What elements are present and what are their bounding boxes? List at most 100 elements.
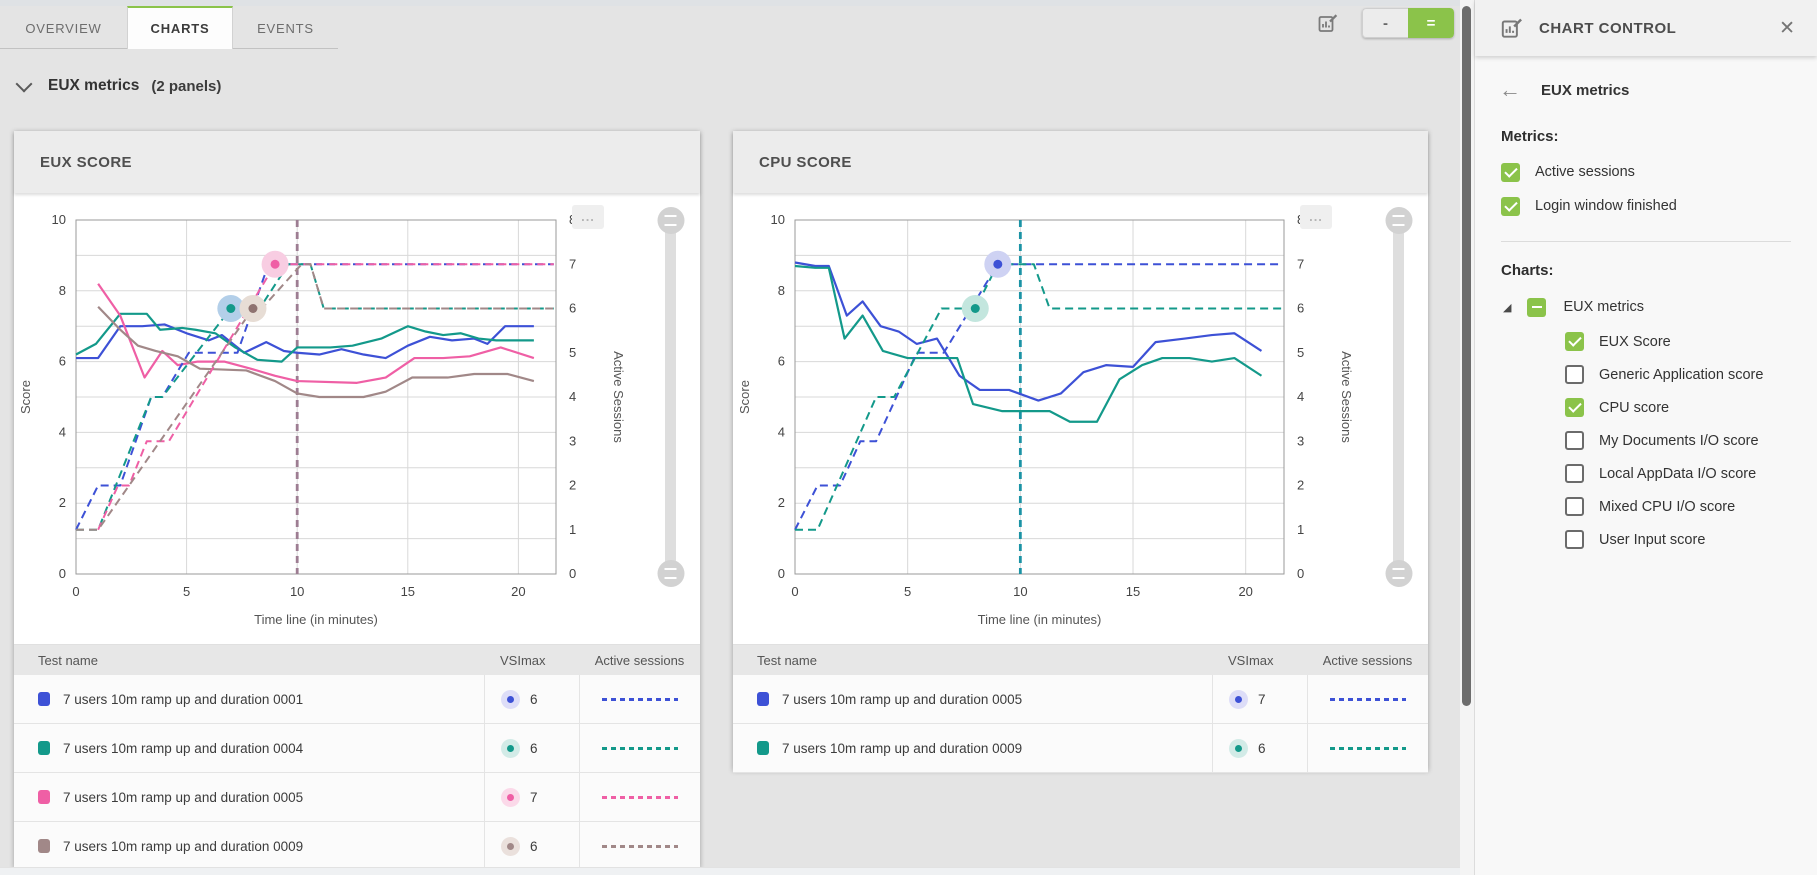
- vertical-scrollbar[interactable]: [1460, 0, 1474, 875]
- series-color-swatch: [757, 692, 769, 706]
- column-header-active-sessions: Active sessions: [1322, 652, 1413, 668]
- checkbox-checked[interactable]: [1501, 162, 1520, 182]
- svg-text:4: 4: [569, 389, 576, 404]
- svg-text:Time line (in minutes): Time line (in minutes): [978, 612, 1102, 627]
- scrollbar-thumb[interactable]: [1462, 6, 1471, 706]
- checkbox-item[interactable]: User Input score: [1475, 523, 1817, 556]
- svg-text:0: 0: [59, 566, 66, 581]
- vsimax-marker: [501, 787, 520, 807]
- vsimax-dot: [507, 842, 514, 850]
- sessions-range-slider[interactable]: [1385, 207, 1412, 587]
- panel-eux-score: EUX SCORE 051015200246810012345678ScoreA…: [14, 131, 700, 871]
- checkbox-unchecked[interactable]: [1565, 530, 1584, 549]
- checkbox-item[interactable]: EUX Score: [1475, 325, 1817, 358]
- checkbox-item[interactable]: Generic Application score: [1475, 358, 1817, 391]
- checkbox-checked[interactable]: [1565, 332, 1584, 351]
- cpu-score-chart[interactable]: 051015200246810012345678ScoreActive Sess…: [733, 197, 1428, 647]
- chart-region: 051015200246810012345678ScoreActive Sess…: [733, 193, 1428, 644]
- slider-handle-bottom[interactable]: [657, 560, 684, 587]
- vsimax-marker: [501, 738, 520, 758]
- chart-edit-icon: [1501, 18, 1522, 38]
- vsimax-marker: [501, 689, 520, 709]
- checkbox-item[interactable]: Local AppData I/O score: [1475, 457, 1817, 490]
- close-icon[interactable]: ✕: [1777, 15, 1797, 42]
- svg-text:3: 3: [1297, 433, 1304, 448]
- divider: [1501, 241, 1791, 242]
- panel-title: CPU SCORE: [759, 153, 852, 171]
- checkbox-indeterminate[interactable]: [1527, 297, 1547, 317]
- drag-handle-icon: [664, 215, 677, 226]
- tab-overview[interactable]: OVERVIEW: [25, 20, 102, 36]
- slider-handle-top[interactable]: [657, 207, 684, 234]
- svg-text:Active Sessions: Active Sessions: [1339, 351, 1354, 443]
- panel-header: CPU SCORE: [733, 131, 1428, 193]
- dashed-line-sample: [602, 844, 678, 848]
- panel-size-toggle: - =: [1362, 8, 1454, 38]
- back-arrow-icon[interactable]: ←: [1499, 77, 1521, 102]
- horizontal-scrollbar[interactable]: [0, 867, 1474, 875]
- legend-table: Test name VSImax Active sessions 7 users…: [733, 644, 1428, 773]
- eux-score-chart[interactable]: 051015200246810012345678ScoreActive Sess…: [14, 197, 700, 647]
- table-row[interactable]: 7 users 10m ramp up and duration 0001 6: [14, 675, 700, 724]
- tree-node-eux-metrics[interactable]: ◢ EUX metrics: [1475, 289, 1817, 325]
- vsimax-dot: [507, 695, 514, 703]
- svg-text:8: 8: [778, 283, 785, 298]
- checkbox-checked[interactable]: [1501, 196, 1520, 216]
- checkbox-item[interactable]: CPU score: [1475, 391, 1817, 424]
- section-title: EUX metrics: [48, 77, 140, 94]
- checkbox-item[interactable]: Mixed CPU I/O score: [1475, 490, 1817, 523]
- expanded-layout-button[interactable]: =: [1408, 8, 1454, 38]
- checkbox-item[interactable]: Login window finished: [1475, 189, 1817, 223]
- top-edge-strip: [0, 0, 1474, 6]
- section-panel-count: (2 panels): [151, 77, 222, 95]
- table-row[interactable]: 7 users 10m ramp up and duration 0009 6: [14, 822, 700, 871]
- checkbox-unchecked[interactable]: [1565, 464, 1584, 483]
- legend-table: Test name VSImax Active sessions 7 users…: [14, 644, 700, 871]
- test-name: 7 users 10m ramp up and duration 0004: [63, 740, 304, 756]
- compact-layout-button[interactable]: -: [1362, 8, 1408, 38]
- checkbox-unchecked[interactable]: [1565, 365, 1584, 384]
- svg-text:1: 1: [569, 522, 576, 537]
- table-row[interactable]: 7 users 10m ramp up and duration 0004 6: [14, 724, 700, 773]
- svg-text:6: 6: [778, 354, 785, 369]
- tree-expander-icon[interactable]: ◢: [1503, 301, 1512, 314]
- test-name-cell: 7 users 10m ramp up and duration 0005: [733, 675, 1212, 723]
- svg-text:10: 10: [290, 584, 304, 599]
- checkbox-unchecked[interactable]: [1565, 431, 1584, 450]
- more-options-button[interactable]: ...: [572, 205, 604, 229]
- active-sessions-cell: [579, 773, 700, 821]
- svg-text:0: 0: [791, 584, 798, 599]
- series-color-swatch: [38, 692, 50, 706]
- checkbox-item[interactable]: Active sessions: [1475, 155, 1817, 189]
- table-row[interactable]: 7 users 10m ramp up and duration 0005 7: [733, 675, 1428, 724]
- section-header[interactable]: EUX metrics (2 panels): [14, 68, 221, 104]
- breadcrumb: ← EUX metrics: [1499, 72, 1817, 108]
- tab-charts[interactable]: CHARTS: [127, 6, 233, 49]
- series-color-swatch: [38, 839, 50, 853]
- slider-handle-top[interactable]: [1385, 207, 1412, 234]
- checkbox-label: Generic Application score: [1599, 366, 1764, 383]
- chart-control-toggle-button[interactable]: [1316, 11, 1340, 35]
- more-options-button[interactable]: ...: [1300, 205, 1332, 229]
- sessions-range-slider[interactable]: [657, 207, 684, 587]
- vsimax-dot: [507, 744, 514, 752]
- svg-text:2: 2: [59, 495, 66, 510]
- table-row[interactable]: 7 users 10m ramp up and duration 0005 7: [14, 773, 700, 822]
- checkbox-checked[interactable]: [1565, 398, 1584, 417]
- toolbar: - =: [1316, 8, 1454, 38]
- svg-text:5: 5: [569, 345, 576, 360]
- svg-text:10: 10: [52, 212, 66, 227]
- slider-handle-bottom[interactable]: [1385, 560, 1412, 587]
- checkbox-item[interactable]: My Documents I/O score: [1475, 424, 1817, 457]
- test-name: 7 users 10m ramp up and duration 0005: [782, 691, 1023, 707]
- column-header-active-sessions: Active sessions: [594, 652, 685, 668]
- checkbox-unchecked[interactable]: [1565, 497, 1584, 516]
- svg-text:0: 0: [1297, 566, 1304, 581]
- table-row[interactable]: 7 users 10m ramp up and duration 0009 6: [733, 724, 1428, 773]
- tab-events[interactable]: EVENTS: [257, 20, 314, 36]
- test-name-cell: 7 users 10m ramp up and duration 0001: [14, 675, 484, 723]
- column-header-test-name: Test name: [38, 652, 98, 668]
- svg-text:Score: Score: [737, 380, 752, 414]
- panel-header: EUX SCORE: [14, 131, 700, 193]
- svg-text:20: 20: [511, 584, 525, 599]
